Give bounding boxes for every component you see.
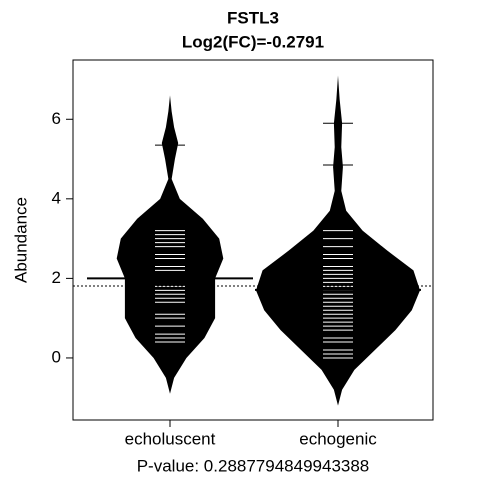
- plot-frame: [72, 59, 434, 421]
- y-tick-label: 0: [52, 347, 61, 366]
- x-tick-label: echoluscent: [125, 429, 216, 448]
- x-tick-label: echogenic: [299, 429, 377, 448]
- bean: [256, 75, 420, 406]
- y-axis-label: Abundance: [11, 197, 30, 283]
- y-tick-label: 4: [52, 188, 61, 207]
- chart-title: FSTL3: [227, 8, 279, 27]
- y-tick-label: 6: [52, 109, 61, 128]
- bean: [116, 95, 224, 394]
- chart-subtitle: Log2(FC)=-0.2791: [182, 32, 324, 51]
- y-tick-label: 2: [52, 268, 61, 287]
- x-axis-label: P-value: 0.2887794849943388: [137, 456, 370, 475]
